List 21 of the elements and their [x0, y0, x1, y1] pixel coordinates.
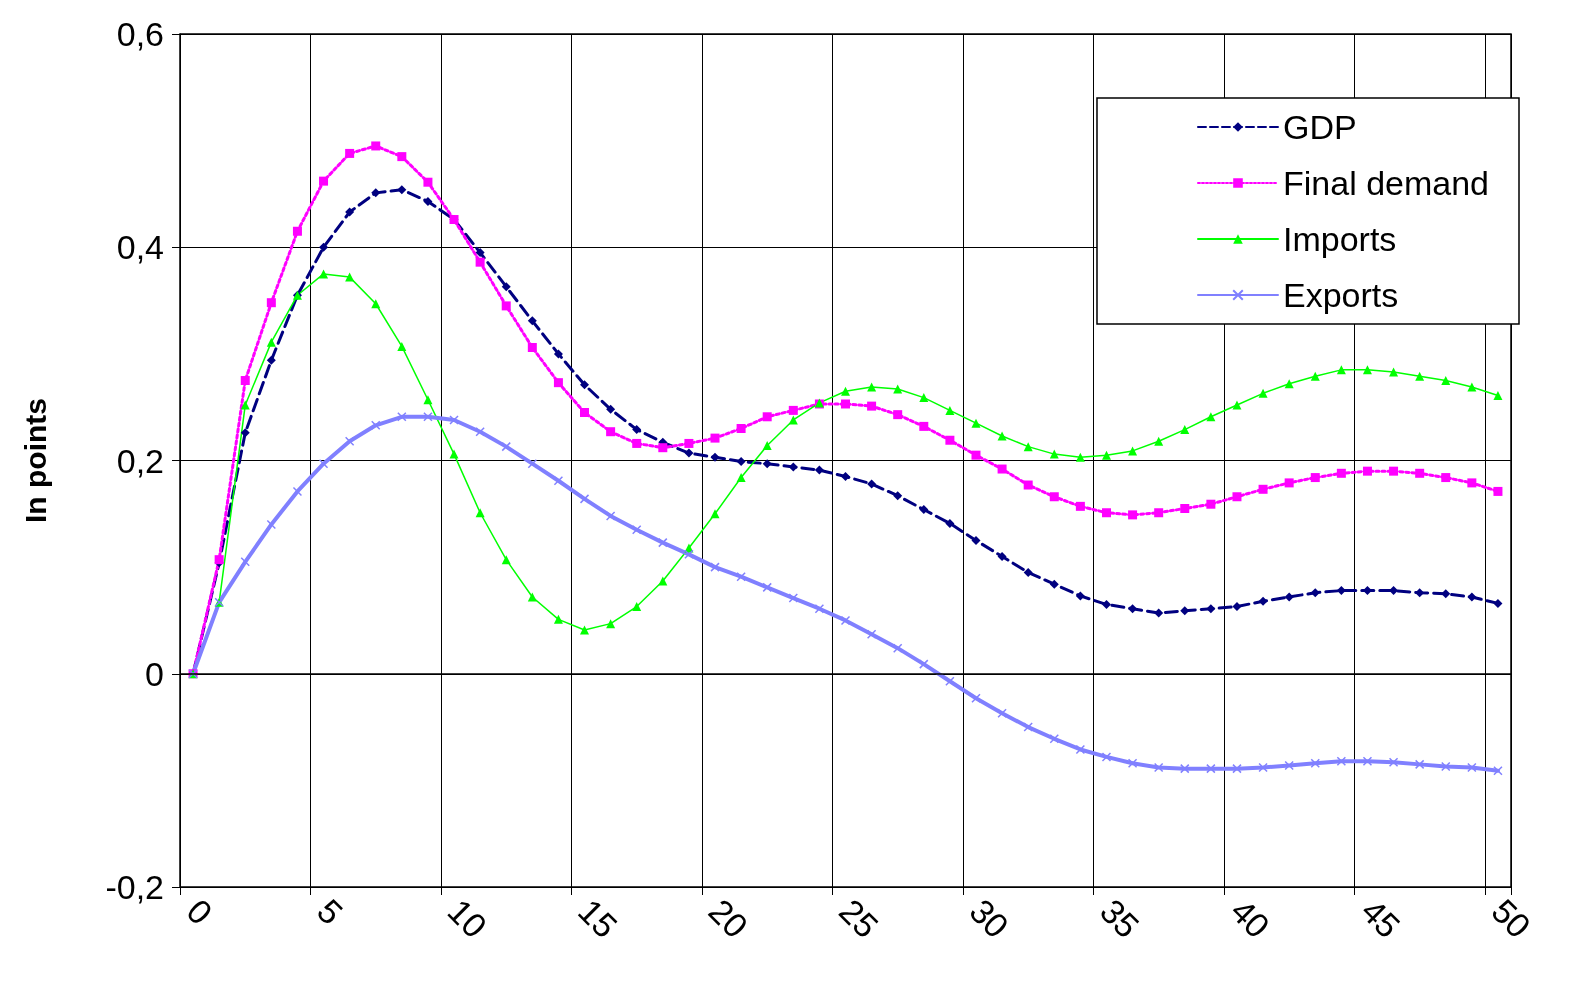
x-tick-label: 0 — [179, 891, 220, 932]
x-tick-label: 45 — [1354, 891, 1408, 946]
y-axis-title: In points — [18, 398, 52, 523]
x-tick-label: 10 — [440, 891, 495, 946]
y-tick-label: -0,2 — [105, 868, 164, 906]
y-tick-label: 0 — [145, 654, 164, 693]
x-tick-label: 15 — [571, 891, 625, 946]
x-tick-label: 30 — [962, 891, 1017, 946]
y-tick-label: 0,2 — [116, 441, 164, 480]
y-tick-label: 0,6 — [116, 15, 164, 53]
legend-label: Imports — [1282, 220, 1397, 258]
legend-label: GDP — [1282, 108, 1357, 146]
x-tick-label: 50 — [1484, 891, 1539, 946]
y-tick-label: 0,4 — [116, 228, 164, 267]
legend-label: Exports — [1282, 276, 1399, 314]
x-tick-label: 20 — [701, 891, 756, 946]
x-tick-label: 35 — [1093, 891, 1147, 946]
x-tick-label: 5 — [310, 891, 351, 932]
legend-label: Final demand — [1282, 164, 1490, 202]
x-tick-label: 25 — [832, 891, 886, 946]
x-tick-label: 40 — [1223, 891, 1278, 946]
